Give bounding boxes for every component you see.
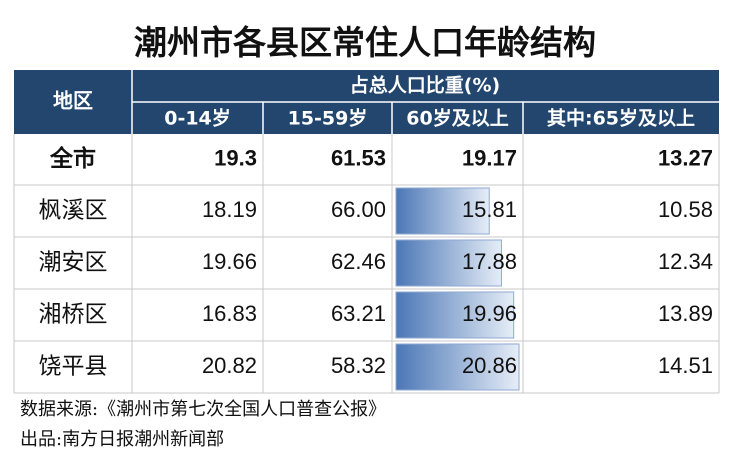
region-name: 湘桥区 bbox=[39, 302, 108, 328]
region-name: 全市 bbox=[49, 145, 96, 172]
cell-value: 20.86 bbox=[462, 353, 517, 378]
cell-value: 19.17 bbox=[462, 145, 517, 170]
source: 数据来源:《潮州市第七次全国人口普查公报》 bbox=[20, 399, 386, 420]
region-name: 潮安区 bbox=[39, 250, 108, 276]
cell-value: 16.83 bbox=[202, 301, 257, 326]
cell-value: 61.53 bbox=[331, 145, 386, 170]
cell-value: 15.81 bbox=[462, 197, 517, 222]
cell-value: 13.89 bbox=[658, 301, 713, 326]
cell-value: 66.00 bbox=[331, 197, 386, 222]
cell-value: 19.66 bbox=[202, 249, 257, 274]
region-name: 枫溪区 bbox=[39, 198, 108, 224]
cell-value: 12.34 bbox=[658, 249, 713, 274]
header-region: 地区 bbox=[53, 89, 93, 113]
title: 潮州市各县区常住人口年龄结构 bbox=[134, 23, 596, 62]
cell-value: 14.51 bbox=[658, 353, 713, 378]
producer: 出品:南方日报潮州新闻部 bbox=[20, 429, 224, 450]
cell-value: 19.3 bbox=[214, 145, 257, 170]
header-group: 占总人口比重(%) bbox=[350, 74, 500, 97]
cell-value: 19.96 bbox=[462, 301, 517, 326]
column-header: 15-59岁 bbox=[288, 107, 368, 130]
region-name: 饶平县 bbox=[39, 354, 108, 380]
column-header: 0-14岁 bbox=[164, 107, 231, 130]
cell-value: 10.58 bbox=[658, 197, 713, 222]
column-header: 其中:65岁及以上 bbox=[547, 107, 695, 130]
cell-value: 62.46 bbox=[331, 249, 386, 274]
data-bar bbox=[395, 291, 515, 339]
data-bar bbox=[395, 343, 520, 391]
cell-value: 63.21 bbox=[331, 301, 386, 326]
cell-value: 58.32 bbox=[331, 353, 386, 378]
data-bar bbox=[395, 187, 490, 235]
cell-value: 17.88 bbox=[462, 249, 517, 274]
data-bar bbox=[395, 239, 502, 287]
cell-value: 20.82 bbox=[202, 353, 257, 378]
cell-value: 18.19 bbox=[202, 197, 257, 222]
column-header: 60岁及以上 bbox=[406, 107, 508, 130]
cell-value: 13.27 bbox=[658, 145, 713, 170]
